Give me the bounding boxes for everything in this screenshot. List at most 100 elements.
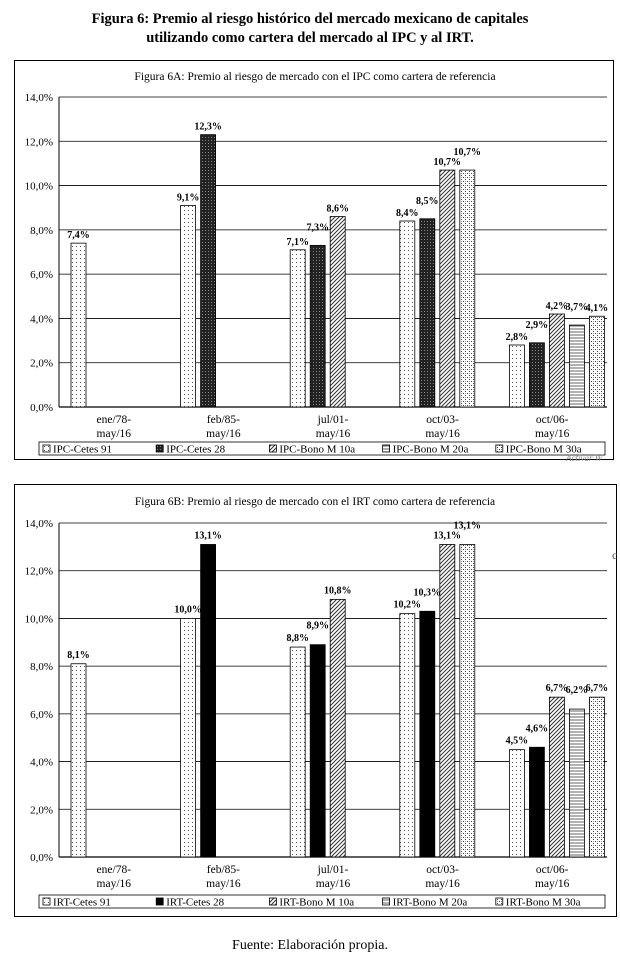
data-label: 4,6%	[526, 723, 549, 734]
x-tick-label: feb/85-	[207, 414, 240, 426]
x-tick-label: oct/03-	[426, 864, 459, 876]
bar	[309, 244, 326, 408]
data-label: 2,9%	[526, 320, 549, 331]
bar	[569, 324, 585, 408]
bar	[289, 249, 306, 408]
legend-label: IPC-Bono M 10a	[279, 444, 355, 456]
bar	[70, 242, 87, 408]
data-label: 4,5%	[506, 736, 529, 747]
bar	[439, 169, 456, 408]
bar	[508, 749, 525, 858]
x-tick-label: may/16	[425, 428, 460, 440]
legend-label: IRT-Cetes 28	[166, 897, 224, 909]
legend-label: IPC-Cetes 28	[166, 444, 225, 456]
bar	[180, 205, 197, 408]
data-label: 10,7%	[434, 157, 462, 168]
y-tick-label: 0,0%	[30, 852, 53, 864]
data-label: 8,6%	[326, 204, 349, 215]
legend-swatch	[42, 444, 51, 453]
side-mark: c	[612, 548, 618, 562]
legend	[38, 441, 606, 456]
y-tick-label: 10,0%	[25, 181, 53, 193]
x-tick-label: ene/78-	[97, 864, 132, 876]
bar	[329, 216, 346, 408]
legend-swatch	[382, 897, 391, 906]
y-tick-label: 12,0%	[25, 136, 53, 148]
data-label: 2,8%	[506, 332, 529, 343]
chart-6b: Figura 6B: Premio al riesgo de mercado c…	[25, 496, 609, 909]
chart-6a: Figura 6A: Premio al riesgo de mercado c…	[25, 71, 609, 456]
data-label: 8,8%	[286, 633, 309, 644]
y-tick-label: 6,0%	[30, 269, 53, 281]
bar	[200, 544, 217, 858]
chart-title: Figura 6B: Premio al riesgo de mercado c…	[135, 496, 495, 508]
data-label: 9,1%	[177, 193, 200, 204]
y-tick-label: 2,0%	[30, 804, 53, 816]
bar	[399, 220, 416, 408]
figure-title: Figura 6: Premio al riesgo histórico del…	[0, 10, 620, 48]
bar	[459, 169, 476, 408]
data-label: 8,5%	[416, 196, 439, 207]
data-label: 10,2%	[394, 600, 422, 611]
x-tick-label: may/16	[206, 428, 241, 440]
y-tick-label: 2,0%	[30, 358, 53, 370]
legend-label: IRT-Bono M 30a	[506, 897, 581, 909]
y-tick-label: 14,0%	[25, 92, 53, 104]
x-tick-label: feb/85-	[207, 864, 240, 876]
data-label: 7,4%	[67, 230, 90, 241]
bar	[459, 544, 476, 858]
data-label: 7,3%	[306, 222, 329, 233]
bar	[419, 610, 436, 858]
bar	[549, 313, 565, 408]
data-label: 10,0%	[174, 604, 202, 615]
legend-label: IPC-Bono M 30a	[506, 444, 582, 456]
x-tick-label: jul/01-	[317, 414, 349, 426]
x-tick-label: may/16	[535, 878, 570, 890]
figure-title-line1: Figura 6: Premio al riesgo histórico del…	[91, 11, 529, 27]
x-tick-label: jul/01-	[317, 864, 349, 876]
bar	[589, 696, 605, 858]
data-label: 3,7%	[566, 302, 589, 313]
data-label: 4,2%	[546, 301, 569, 312]
y-tick-label: 14,0%	[25, 518, 53, 530]
chart-panel-6a: Figura 6A: Premio al riesgo de mercado c…	[14, 60, 614, 460]
y-tick-label: 10,0%	[25, 613, 53, 625]
bar	[439, 544, 456, 858]
x-tick-label: may/16	[316, 878, 351, 890]
bar	[200, 134, 217, 408]
x-tick-label: oct/03-	[426, 414, 459, 426]
y-tick-label: 12,0%	[25, 566, 53, 578]
x-tick-label: may/16	[316, 428, 351, 440]
bar	[508, 344, 525, 408]
legend-label: IRT-Cetes 91	[53, 897, 111, 909]
bar	[399, 613, 416, 858]
data-label: 6,2%	[566, 685, 589, 696]
y-tick-label: 0,0%	[30, 402, 53, 414]
data-label: 7,1%	[286, 237, 309, 248]
bar	[419, 218, 436, 408]
chart-title: Figura 6A: Premio al riesgo de mercado c…	[134, 71, 495, 83]
data-label: 12,3%	[194, 122, 222, 133]
bar	[70, 663, 87, 858]
legend-swatch	[155, 897, 164, 906]
data-label: 8,4%	[396, 208, 419, 219]
x-tick-label: may/16	[425, 878, 460, 890]
legend-label: IPC-Bono M 20a	[393, 444, 469, 456]
legend-swatch	[268, 444, 277, 453]
x-tick-label: oct/06-	[536, 414, 569, 426]
legend-swatch	[155, 444, 164, 453]
data-label: 4,1%	[586, 303, 609, 314]
x-tick-label: may/16	[97, 428, 132, 440]
y-tick-label: 4,0%	[30, 313, 53, 325]
x-tick-label: oct/06-	[536, 864, 569, 876]
bar	[180, 618, 197, 858]
y-tick-label: 4,0%	[30, 757, 53, 769]
legend-swatch	[382, 444, 391, 453]
data-label: 8,9%	[306, 621, 329, 632]
bar	[529, 746, 545, 858]
data-label: 13,1%	[434, 530, 462, 541]
x-tick-label: may/16	[97, 878, 132, 890]
legend-swatch	[268, 897, 277, 906]
x-tick-label: ene/78-	[97, 414, 132, 426]
bar	[329, 598, 346, 858]
